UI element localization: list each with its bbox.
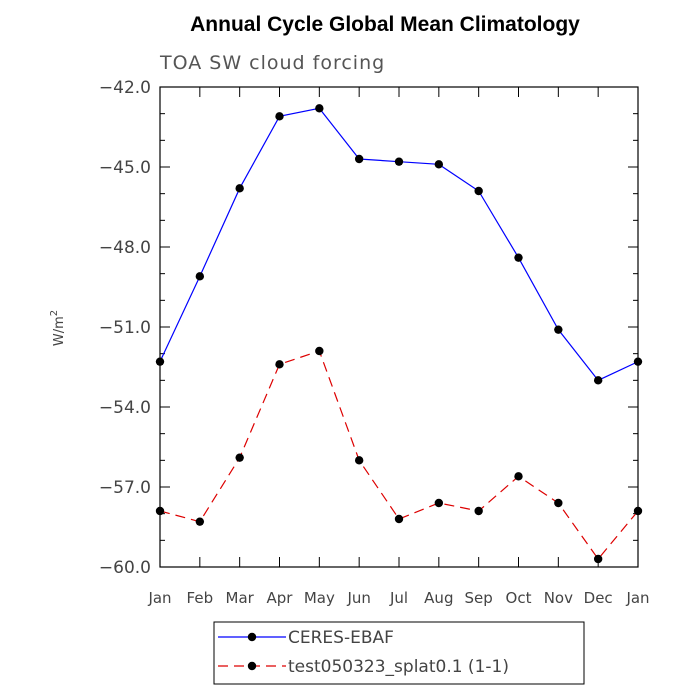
y-tick-label: −57.0 <box>99 478 151 498</box>
x-tick-label: Aug <box>424 589 453 607</box>
data-point-ceres <box>155 357 165 366</box>
data-point-ceres <box>394 157 404 166</box>
data-point-test <box>354 456 364 465</box>
x-tick-label: Mar <box>226 589 255 607</box>
data-point-ceres <box>235 184 244 193</box>
x-tick-label: Dec <box>584 589 613 607</box>
x-tick-label: Jan <box>625 589 649 607</box>
data-point-test <box>593 554 603 564</box>
y-tick-label: −42.0 <box>99 78 151 98</box>
data-point-test <box>195 517 205 526</box>
x-tick-label: Feb <box>187 589 214 607</box>
x-tick-label: Jul <box>389 589 408 607</box>
data-point-ceres <box>195 272 205 281</box>
data-point-ceres <box>354 154 364 164</box>
legend-marker-test <box>247 661 257 671</box>
y-axis-label-superscript: 2 <box>49 310 60 316</box>
data-point-test <box>633 506 643 516</box>
plot-axes: −42.0 −45.0 −48.0 −51.0 −54.0 −57.0 −60.0 Jan Fe… <box>99 78 650 607</box>
data-point-ceres <box>434 160 444 169</box>
legend: CERES-EBAF test050323_splat0.1 (1-1) <box>213 621 585 685</box>
series-line-ceres <box>159 107 639 382</box>
legend-entry-ceres: CERES-EBAF <box>218 628 394 648</box>
data-point-test <box>155 506 165 516</box>
x-tick-label: Jun <box>346 589 370 607</box>
legend-label-test: test050323_splat0.1 (1-1) <box>288 657 509 677</box>
data-point-test <box>394 514 404 524</box>
x-tick-label: Jan <box>147 589 171 607</box>
y-tick-label: −45.0 <box>99 158 151 178</box>
series-layer <box>155 104 643 564</box>
data-point-test <box>554 498 563 508</box>
x-tick-label: Sep <box>465 589 493 607</box>
data-point-ceres <box>315 104 324 113</box>
data-point-test <box>514 472 523 481</box>
x-tick-label: Nov <box>544 589 573 607</box>
data-point-ceres <box>554 325 563 334</box>
legend-marker-ceres <box>247 632 257 642</box>
data-point-test <box>235 453 244 462</box>
data-point-ceres <box>474 186 483 196</box>
data-point-ceres <box>633 357 643 366</box>
y-axis-label-text: W/m <box>52 316 67 346</box>
data-point-test <box>434 498 444 508</box>
data-point-ceres <box>514 253 523 262</box>
y-tick-label: −48.0 <box>99 238 151 258</box>
y-tick-label: −51.0 <box>99 318 151 338</box>
data-point-test <box>315 346 324 356</box>
x-tick-label: May <box>304 589 335 607</box>
data-point-test <box>474 506 483 516</box>
x-tick-label: Oct <box>506 589 532 607</box>
legend-box <box>213 621 585 685</box>
x-tick-label: Apr <box>267 589 294 607</box>
y-tick-label: −54.0 <box>99 398 151 418</box>
y-axis-label: W/m2 <box>49 310 67 346</box>
chart-title: Annual Cycle Global Mean Climatology <box>190 13 580 36</box>
series-line-test <box>159 350 639 560</box>
svg-text:W/m2: W/m2 <box>49 310 67 346</box>
data-point-ceres <box>275 112 284 121</box>
data-point-ceres <box>593 376 603 385</box>
legend-label-ceres: CERES-EBAF <box>288 628 394 648</box>
y-tick-label: −60.0 <box>99 558 151 578</box>
data-point-test <box>275 360 284 369</box>
legend-entry-test: test050323_splat0.1 (1-1) <box>218 657 509 677</box>
chart-subtitle: TOA SW cloud forcing <box>159 52 385 74</box>
